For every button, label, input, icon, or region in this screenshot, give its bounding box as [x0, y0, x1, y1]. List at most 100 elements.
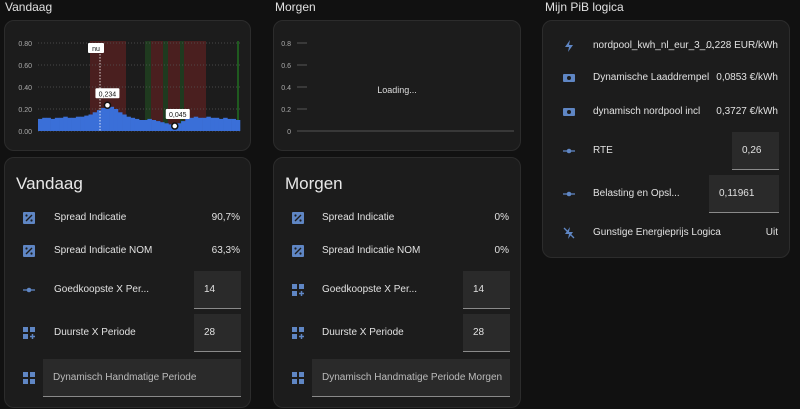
marker-label: 0,234 [99, 91, 117, 98]
entity-label: nordpool_kwh_nl_eur_3_... [593, 40, 714, 51]
bar [147, 118, 152, 131]
bar [193, 116, 199, 131]
now-label-box [88, 43, 104, 53]
icon [23, 245, 35, 257]
bar [96, 110, 102, 131]
now-label: nu [92, 46, 100, 53]
bar [122, 114, 127, 131]
entity-label: Goedkoopste X Per... [54, 284, 150, 295]
select-text: Dynamisch Handmatige Periode [53, 372, 197, 383]
number-input[interactable]: 28 [463, 314, 510, 352]
select-field[interactable]: Dynamisch Handmatige Periode [43, 359, 241, 397]
bar [168, 124, 173, 131]
bar [143, 120, 148, 131]
entity-value: Uit [765, 227, 778, 238]
bar [218, 118, 224, 131]
entity-value: 63,3% [211, 245, 240, 256]
y-tick-label: 0.20 [18, 107, 32, 114]
input-value: 14 [473, 284, 485, 295]
entity-label: Belasting en Opsl... [593, 188, 680, 199]
loading-text: Loading... [377, 85, 417, 95]
select-text: Dynamisch Handmatige Periode Morgen [322, 372, 503, 383]
icon [292, 284, 304, 296]
icon [23, 327, 35, 339]
entity-label: Duurste X Periode [54, 327, 136, 338]
price-chart: 0.00 0.20 0.40 0.60 0.80 nu 0,234 0,045 [18, 41, 241, 136]
entity-label: Goedkoopste X Per... [322, 284, 418, 295]
expensive-band [168, 41, 180, 131]
bar [38, 118, 43, 131]
bar [160, 122, 165, 131]
bar [101, 107, 106, 131]
column-heading: Mijn PiB logica [545, 0, 624, 14]
bar [46, 117, 51, 131]
icon [292, 327, 304, 339]
entity-label: Spread Indicatie [322, 212, 395, 223]
icon [292, 372, 304, 384]
number-input[interactable]: 14 [463, 271, 510, 309]
bar [88, 114, 94, 131]
bar [63, 116, 68, 131]
number-input[interactable]: 0,11961 [709, 175, 779, 213]
y-tick-label: 0.4 [281, 85, 291, 92]
bar [92, 112, 98, 131]
icon [563, 148, 575, 154]
input-value: 0,26 [742, 145, 762, 156]
y-tick-label: 0.2 [281, 107, 291, 114]
bar [185, 118, 190, 131]
bar [210, 117, 216, 131]
number-input[interactable]: 0,26 [732, 132, 779, 170]
bar [50, 118, 56, 131]
icon [23, 212, 35, 224]
marker [103, 101, 112, 110]
bar [130, 117, 136, 131]
card-title: Morgen [285, 174, 343, 193]
column-heading: Vandaag [5, 0, 53, 14]
bar [176, 123, 182, 131]
icon [292, 245, 304, 257]
bar [117, 112, 123, 131]
chart-card: 0 0.2 0.4 0.6 0.8 Loading... [273, 20, 521, 151]
bar [181, 121, 186, 131]
cheap-band [237, 41, 239, 131]
marker-label: 0,045 [169, 112, 187, 119]
bar [139, 120, 144, 131]
input-value: 28 [204, 327, 216, 338]
bar [105, 105, 110, 131]
bar [113, 109, 119, 131]
bar [231, 118, 237, 131]
chart-card: 0.00 0.20 0.40 0.60 0.80 nu 0,234 0,045 [4, 20, 251, 151]
input-value: 0,11961 [719, 188, 755, 199]
expensive-band [184, 41, 206, 131]
card-title: Vandaag [16, 174, 83, 193]
bar [235, 120, 241, 131]
select-field[interactable]: Dynamisch Handmatige Periode Morgen [312, 359, 510, 397]
bar [84, 115, 89, 131]
y-tick-label: 0.00 [18, 129, 32, 136]
entity-value: 0,228 EUR/kWh [706, 40, 778, 51]
bar [197, 117, 203, 131]
icon [565, 40, 573, 52]
icon [563, 191, 575, 197]
entity-value: 0% [494, 245, 509, 256]
entity-value: 0,3727 €/kWh [716, 106, 778, 117]
bar [134, 118, 140, 131]
number-input[interactable]: 14 [194, 271, 241, 309]
number-input[interactable]: 28 [194, 314, 241, 352]
bar [189, 117, 195, 131]
entity-label: Duurste X Periode [322, 327, 404, 338]
entity-label: Spread Indicatie [54, 212, 127, 223]
marker-label-box [95, 88, 120, 99]
entity-label: dynamisch nordpool incl [593, 106, 701, 117]
cheap-band [180, 41, 184, 131]
bar [42, 117, 47, 131]
bar [126, 116, 131, 131]
entity-label: Spread Indicatie NOM [322, 245, 421, 256]
entities-card: Vandaag Spread Indicatie 90,7% Spread Indic… [4, 157, 251, 408]
bar [214, 117, 220, 131]
y-tick-label: 0.60 [18, 63, 32, 70]
price-chart: 0 0.2 0.4 0.6 0.8 Loading... [281, 41, 514, 136]
bar [109, 106, 115, 131]
column-heading: Morgen [275, 0, 316, 14]
